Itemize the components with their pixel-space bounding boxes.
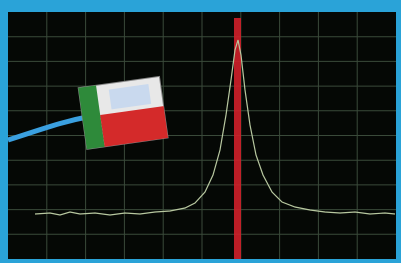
page: [0, 0, 401, 263]
screenshot: [0, 0, 401, 263]
device: [78, 76, 168, 149]
